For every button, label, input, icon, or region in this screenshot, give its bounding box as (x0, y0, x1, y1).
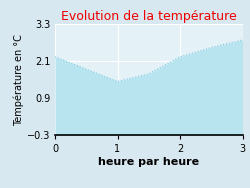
X-axis label: heure par heure: heure par heure (98, 157, 199, 167)
Title: Evolution de la température: Evolution de la température (61, 10, 236, 23)
Y-axis label: Température en °C: Température en °C (14, 34, 24, 126)
